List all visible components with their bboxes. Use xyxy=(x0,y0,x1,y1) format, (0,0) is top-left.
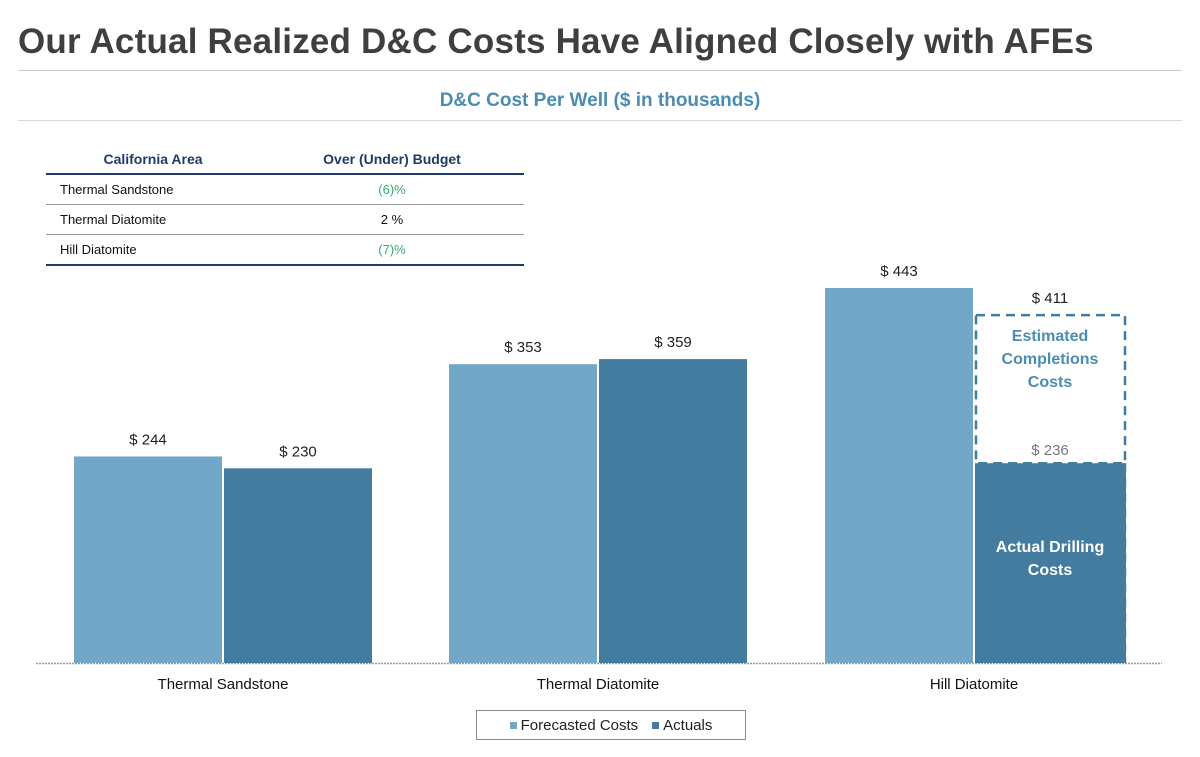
legend-item-forecast: Forecasted Costs xyxy=(509,716,639,734)
budget-value: (6)% xyxy=(260,174,524,205)
x-tick-label: Thermal Sandstone xyxy=(158,676,289,693)
title-divider xyxy=(18,70,1182,71)
header-budget: Over (Under) Budget xyxy=(260,145,524,175)
legend-swatch-forecast xyxy=(509,721,517,729)
area-name: Hill Diatomite xyxy=(46,234,260,266)
bar-actual xyxy=(224,468,372,663)
legend: Forecasted Costs Actuals xyxy=(476,710,746,740)
area-name: Thermal Sandstone xyxy=(46,174,260,205)
annotation-estimated-completions: Completions xyxy=(1002,351,1099,368)
annotation-actual-drilling: Costs xyxy=(1028,562,1073,579)
table-header-row: California Area Over (Under) Budget xyxy=(46,145,524,175)
table-row: Thermal Diatomite 2 % xyxy=(46,204,524,235)
bar-forecast xyxy=(449,364,597,663)
subtitle-divider xyxy=(18,120,1182,121)
budget-table: California Area Over (Under) Budget Ther… xyxy=(46,145,524,266)
legend-swatch-actuals xyxy=(652,721,660,729)
annotation-estimated-completions: Estimated xyxy=(1012,328,1088,345)
budget-value: (7)% xyxy=(260,234,524,266)
table-row: Hill Diatomite (7)% xyxy=(46,234,524,266)
bar-actual-drilling xyxy=(975,463,1126,663)
page-title: Our Actual Realized D&C Costs Have Align… xyxy=(18,22,1094,61)
data-label-forecast: $ 353 xyxy=(504,339,542,356)
legend-label-forecast: Forecasted Costs xyxy=(520,716,639,734)
data-label-actuals: $ 230 xyxy=(279,443,317,460)
chart-title: D&C Cost Per Well ($ in thousands) xyxy=(439,90,761,111)
x-tick-label: Hill Diatomite xyxy=(930,676,1018,693)
budget-value: 2 % xyxy=(260,204,524,235)
legend-item-actuals: Actuals xyxy=(652,717,712,734)
bar-forecast xyxy=(74,456,222,663)
data-label-forecast: $ 244 xyxy=(129,431,167,448)
bar-actual xyxy=(599,359,747,663)
legend-label-actuals: Actuals xyxy=(663,716,713,734)
header-area: California Area xyxy=(46,145,260,175)
data-label-forecast: $ 443 xyxy=(880,263,918,280)
data-label-actuals: $ 359 xyxy=(654,334,692,351)
x-tick-label: Thermal Diatomite xyxy=(537,676,660,693)
data-label-drilling-base: $ 236 xyxy=(1031,442,1069,459)
annotation-estimated-completions: Costs xyxy=(1028,374,1073,391)
bar-forecast xyxy=(825,288,973,663)
table-row: Thermal Sandstone (6)% xyxy=(46,174,524,205)
area-name: Thermal Diatomite xyxy=(46,204,260,235)
annotation-actual-drilling: Actual Drilling xyxy=(996,539,1104,556)
data-label-actuals: $ 411 xyxy=(1032,290,1068,307)
